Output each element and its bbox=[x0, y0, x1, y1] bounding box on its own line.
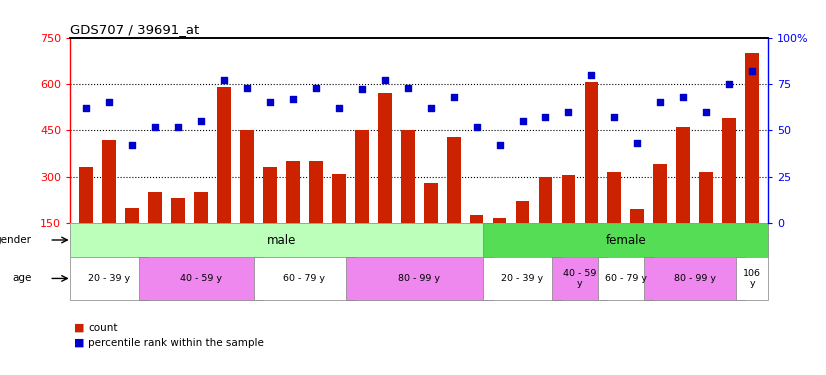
Point bbox=[585, 72, 598, 78]
Text: 80 - 99 y: 80 - 99 y bbox=[398, 274, 440, 283]
Bar bbox=[79, 168, 93, 223]
Text: 40 - 59 y: 40 - 59 y bbox=[180, 274, 222, 283]
Point bbox=[172, 124, 185, 130]
Bar bbox=[722, 118, 736, 223]
Text: female: female bbox=[605, 234, 646, 246]
Point bbox=[493, 142, 506, 148]
Text: male: male bbox=[267, 234, 297, 246]
Bar bbox=[194, 192, 208, 223]
Point bbox=[102, 99, 116, 105]
Text: age: age bbox=[12, 273, 32, 284]
Bar bbox=[126, 208, 139, 223]
Text: ■: ■ bbox=[74, 323, 85, 333]
Bar bbox=[745, 53, 759, 223]
Point bbox=[562, 109, 575, 115]
Bar bbox=[553, 257, 607, 300]
Text: GDS707 / 39691_at: GDS707 / 39691_at bbox=[70, 23, 199, 36]
Point bbox=[126, 142, 139, 148]
Point bbox=[401, 85, 415, 91]
Text: percentile rank within the sample: percentile rank within the sample bbox=[88, 338, 264, 348]
Bar bbox=[492, 219, 506, 223]
Bar bbox=[736, 257, 768, 300]
Text: gender: gender bbox=[0, 235, 32, 245]
Text: 60 - 79 y: 60 - 79 y bbox=[605, 274, 647, 283]
Bar bbox=[483, 223, 768, 257]
Bar bbox=[286, 161, 300, 223]
Bar bbox=[70, 223, 492, 257]
Bar bbox=[483, 257, 562, 300]
Point bbox=[653, 99, 667, 105]
Bar bbox=[644, 257, 745, 300]
Bar bbox=[539, 177, 553, 223]
Bar bbox=[346, 257, 492, 300]
Point bbox=[631, 140, 644, 146]
Point bbox=[149, 124, 162, 130]
Point bbox=[240, 85, 254, 91]
Bar bbox=[676, 127, 690, 223]
Point bbox=[309, 85, 322, 91]
Bar bbox=[700, 172, 713, 223]
Point bbox=[447, 94, 460, 100]
Point bbox=[676, 94, 690, 100]
Bar bbox=[149, 192, 162, 223]
Point bbox=[378, 77, 392, 83]
Point bbox=[608, 114, 621, 120]
Bar bbox=[171, 198, 185, 223]
Bar bbox=[653, 164, 667, 223]
Point bbox=[217, 77, 230, 83]
Bar bbox=[263, 168, 277, 223]
Text: 80 - 99 y: 80 - 99 y bbox=[674, 274, 715, 283]
Text: 40 - 59
y: 40 - 59 y bbox=[563, 269, 596, 288]
Bar bbox=[598, 257, 653, 300]
Point bbox=[516, 118, 529, 124]
Text: 106
y: 106 y bbox=[743, 269, 761, 288]
Point bbox=[424, 105, 437, 111]
Bar bbox=[102, 140, 116, 223]
Point bbox=[287, 96, 300, 102]
Point bbox=[263, 99, 277, 105]
Bar bbox=[217, 87, 231, 223]
Bar bbox=[355, 130, 368, 223]
Point bbox=[723, 81, 736, 87]
Text: count: count bbox=[88, 323, 118, 333]
Bar bbox=[562, 175, 576, 223]
Bar bbox=[607, 172, 621, 223]
Point bbox=[332, 105, 345, 111]
Bar bbox=[332, 174, 346, 223]
Bar bbox=[424, 183, 438, 223]
Bar bbox=[630, 209, 644, 223]
Bar bbox=[377, 93, 392, 223]
Text: 20 - 39 y: 20 - 39 y bbox=[501, 274, 544, 283]
Bar bbox=[515, 201, 529, 223]
Point bbox=[79, 105, 93, 111]
Point bbox=[470, 124, 483, 130]
Bar bbox=[70, 257, 149, 300]
Bar bbox=[254, 257, 355, 300]
Bar bbox=[401, 130, 415, 223]
Bar bbox=[585, 82, 598, 223]
Point bbox=[539, 114, 552, 120]
Point bbox=[700, 109, 713, 115]
Text: 20 - 39 y: 20 - 39 y bbox=[88, 274, 131, 283]
Point bbox=[194, 118, 207, 124]
Bar bbox=[309, 161, 323, 223]
Bar bbox=[240, 130, 254, 223]
Point bbox=[746, 68, 759, 74]
Text: 60 - 79 y: 60 - 79 y bbox=[283, 274, 325, 283]
Text: ■: ■ bbox=[74, 338, 85, 348]
Bar bbox=[447, 136, 461, 223]
Bar bbox=[470, 215, 483, 223]
Bar bbox=[139, 257, 263, 300]
Point bbox=[355, 87, 368, 93]
